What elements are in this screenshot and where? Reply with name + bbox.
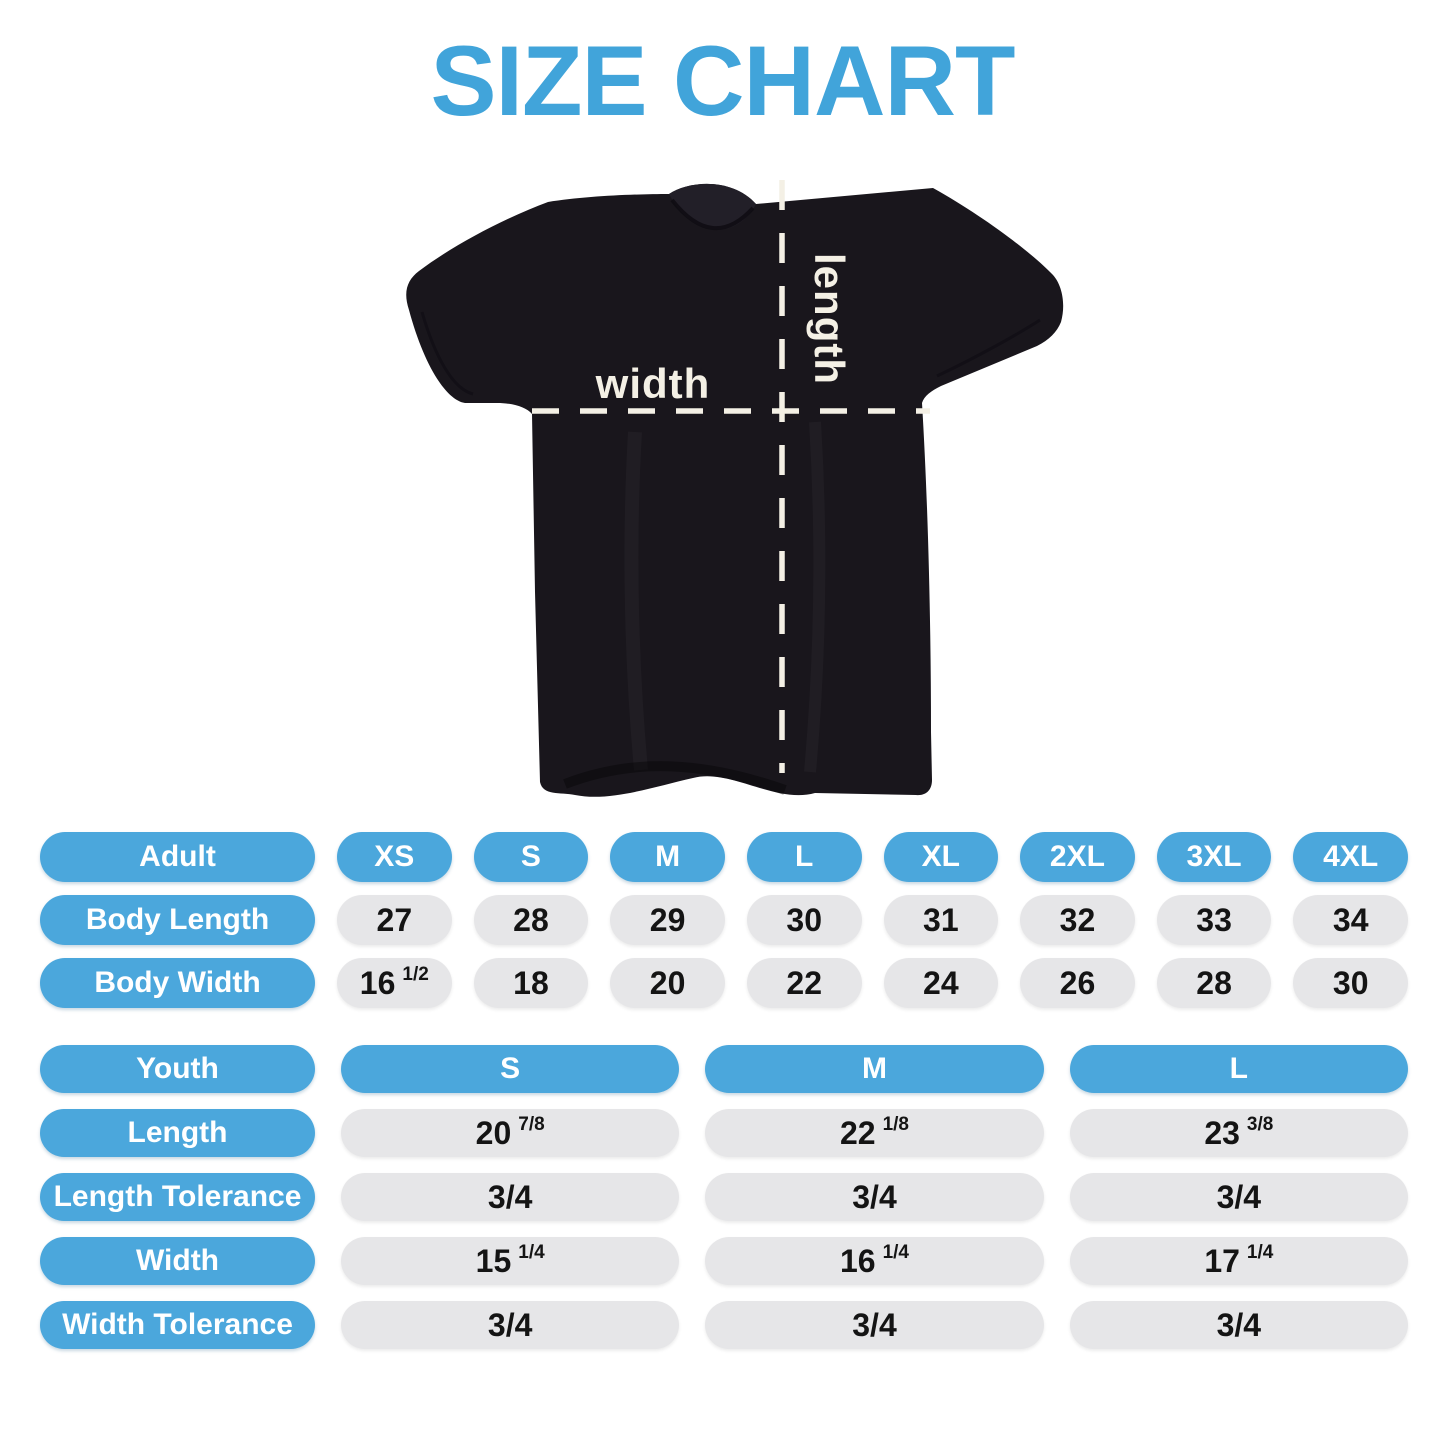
row-label-body-width: Body Width — [40, 958, 315, 1008]
collar-seam — [670, 198, 755, 231]
value-cell: 16 1/4 — [705, 1237, 1044, 1285]
size-header-pill-xs: XS — [337, 832, 452, 882]
value-main: 26 — [1059, 964, 1096, 1001]
tshirt-silhouette — [406, 183, 1064, 797]
value-main: 28 — [1196, 964, 1232, 1001]
value-main: 30 — [1332, 964, 1369, 1001]
row-label-length: Length — [40, 1109, 315, 1157]
value-main: 34 — [1332, 901, 1369, 938]
left-cuff-seam — [420, 311, 474, 396]
value-cell: 15 1/4 — [341, 1237, 680, 1285]
size-header-pill-s: S — [473, 832, 589, 882]
value-cell: 3/4 — [341, 1173, 680, 1221]
value-frac: 1/4 — [882, 1242, 909, 1263]
row-label-length-tolerance: Length Tolerance — [40, 1173, 315, 1221]
width-label: width — [595, 360, 711, 407]
value-main: 33 — [1196, 901, 1232, 938]
size-header-pill-4xl: 4XL — [1293, 832, 1408, 882]
value-main: 17 — [1204, 1242, 1240, 1279]
value-main: 3/4 — [487, 1178, 533, 1215]
value-main: 15 — [475, 1242, 512, 1279]
value-cell: 17 1/4 — [1069, 1237, 1408, 1285]
value-frac: 3/8 — [1246, 1114, 1274, 1135]
value-cell: 28 — [473, 895, 589, 945]
value-cell: 22 1/8 — [705, 1109, 1044, 1157]
youth-size-pill-l: L — [1069, 1045, 1408, 1093]
value-main: 29 — [649, 901, 686, 938]
value-cell: 30 — [1293, 958, 1408, 1008]
value-cell: 20 — [610, 958, 725, 1008]
youth-size-pill-m: M — [705, 1045, 1044, 1093]
tshirt-diagram: width length — [385, 172, 1075, 822]
value-frac: 1/2 — [402, 964, 429, 985]
value-main: 22 — [786, 964, 822, 1001]
youth-size-pill-s: S — [341, 1045, 680, 1093]
value-cell: 26 — [1020, 958, 1135, 1008]
value-cell: 20 7/8 — [341, 1109, 680, 1157]
value-main: 24 — [923, 964, 959, 1001]
value-cell: 31 — [883, 895, 999, 945]
size-header-pill-3xl: 3XL — [1156, 832, 1272, 882]
value-cell: 18 — [473, 958, 589, 1008]
youth-header-pill: Youth — [40, 1045, 315, 1093]
value-cell: 32 — [1020, 895, 1135, 945]
value-main: 16 — [359, 964, 396, 1001]
adult-size-table: Adult XS S M L XL 2XL 3XL 4XL Body Lengt… — [40, 832, 1408, 1008]
value-cell: 30 — [746, 895, 862, 945]
value-main: 18 — [513, 964, 549, 1001]
value-cell: 29 — [610, 895, 725, 945]
value-cell: 27 — [337, 895, 452, 945]
value-main: 3/4 — [852, 1306, 897, 1343]
value-main: 16 — [839, 1242, 876, 1279]
value-main: 3/4 — [1216, 1178, 1262, 1215]
size-header-pill-l: L — [746, 832, 862, 882]
value-cell: 3/4 — [1069, 1173, 1408, 1221]
value-frac: 7/8 — [518, 1114, 545, 1135]
value-cell: 33 — [1156, 895, 1272, 945]
value-main: 32 — [1059, 901, 1096, 938]
value-frac: 1/8 — [882, 1114, 909, 1135]
value-cell: 28 — [1156, 958, 1272, 1008]
value-main: 30 — [786, 901, 822, 938]
value-main: 20 — [475, 1114, 512, 1151]
row-label-width: Width — [40, 1237, 315, 1285]
adult-header-pill: Adult — [40, 832, 315, 882]
value-cell: 3/4 — [705, 1301, 1044, 1349]
value-main: 22 — [839, 1114, 876, 1151]
value-main: 3/4 — [487, 1306, 533, 1343]
page-title: SIZE CHART — [430, 25, 1016, 136]
value-cell: 23 3/8 — [1069, 1109, 1408, 1157]
tshirt-graphic: width length — [406, 180, 1064, 797]
value-main: 23 — [1204, 1114, 1240, 1151]
row-label-width-tolerance: Width Tolerance — [40, 1301, 315, 1349]
value-main: 28 — [513, 901, 549, 938]
youth-size-table: Youth S M L Length 20 7/8 22 1/8 23 3/8 Len… — [40, 1045, 1408, 1349]
value-cell: 3/4 — [705, 1173, 1044, 1221]
value-main: 27 — [376, 901, 413, 938]
size-header-pill-2xl: 2XL — [1020, 832, 1135, 882]
value-main: 3/4 — [852, 1178, 897, 1215]
value-cell: 3/4 — [341, 1301, 680, 1349]
value-cell: 22 — [746, 958, 862, 1008]
value-frac: 1/4 — [518, 1242, 545, 1263]
value-main: 3/4 — [1216, 1306, 1262, 1343]
length-label: length — [806, 253, 853, 385]
value-main: 20 — [649, 964, 686, 1001]
value-cell: 16 1/2 — [337, 958, 452, 1008]
right-cuff-seam — [936, 318, 1041, 378]
value-cell: 24 — [883, 958, 999, 1008]
size-header-pill-xl: XL — [883, 832, 999, 882]
value-frac: 1/4 — [1246, 1242, 1274, 1263]
row-label-body-length: Body Length — [40, 895, 315, 945]
value-cell: 3/4 — [1069, 1301, 1408, 1349]
size-header-pill-m: M — [610, 832, 725, 882]
hem-fold-shadow — [563, 761, 787, 795]
value-cell: 34 — [1293, 895, 1408, 945]
value-main: 31 — [923, 901, 959, 938]
